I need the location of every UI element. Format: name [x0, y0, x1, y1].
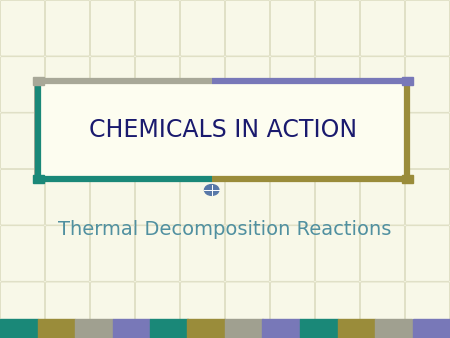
FancyBboxPatch shape: [90, 113, 135, 169]
FancyBboxPatch shape: [225, 169, 270, 225]
FancyBboxPatch shape: [315, 57, 360, 112]
Bar: [300, 319, 338, 338]
FancyBboxPatch shape: [180, 282, 225, 338]
FancyBboxPatch shape: [360, 113, 405, 169]
Bar: [413, 319, 450, 338]
Bar: [37, 319, 75, 338]
Bar: [262, 319, 300, 338]
FancyBboxPatch shape: [180, 169, 225, 225]
FancyBboxPatch shape: [90, 226, 135, 281]
FancyBboxPatch shape: [0, 0, 45, 56]
FancyBboxPatch shape: [270, 57, 315, 112]
FancyBboxPatch shape: [45, 169, 90, 225]
FancyBboxPatch shape: [0, 113, 45, 169]
FancyBboxPatch shape: [270, 0, 315, 56]
FancyBboxPatch shape: [315, 0, 360, 56]
FancyBboxPatch shape: [45, 282, 90, 338]
FancyBboxPatch shape: [45, 226, 90, 281]
FancyBboxPatch shape: [405, 282, 450, 338]
Bar: [33, 175, 44, 183]
Bar: [33, 77, 44, 85]
FancyBboxPatch shape: [405, 226, 450, 281]
FancyBboxPatch shape: [315, 282, 360, 338]
FancyBboxPatch shape: [90, 0, 135, 56]
FancyBboxPatch shape: [90, 169, 135, 225]
FancyBboxPatch shape: [135, 282, 180, 338]
FancyBboxPatch shape: [0, 282, 45, 338]
FancyBboxPatch shape: [270, 282, 315, 338]
FancyBboxPatch shape: [225, 113, 270, 169]
FancyBboxPatch shape: [45, 113, 90, 169]
Bar: [225, 319, 262, 338]
Text: Thermal Decomposition Reactions: Thermal Decomposition Reactions: [58, 220, 392, 239]
FancyBboxPatch shape: [225, 282, 270, 338]
FancyBboxPatch shape: [90, 282, 135, 338]
FancyBboxPatch shape: [180, 226, 225, 281]
FancyBboxPatch shape: [360, 57, 405, 112]
FancyBboxPatch shape: [315, 113, 360, 169]
FancyBboxPatch shape: [0, 226, 45, 281]
Bar: [150, 319, 188, 338]
Text: CHEMICALS IN ACTION: CHEMICALS IN ACTION: [89, 118, 357, 142]
Bar: [34, 83, 403, 181]
FancyBboxPatch shape: [270, 113, 315, 169]
FancyBboxPatch shape: [180, 113, 225, 169]
FancyBboxPatch shape: [225, 57, 270, 112]
FancyBboxPatch shape: [135, 113, 180, 169]
FancyBboxPatch shape: [270, 169, 315, 225]
FancyBboxPatch shape: [45, 57, 90, 112]
FancyBboxPatch shape: [405, 169, 450, 225]
FancyBboxPatch shape: [225, 0, 270, 56]
FancyBboxPatch shape: [180, 0, 225, 56]
FancyBboxPatch shape: [360, 226, 405, 281]
FancyBboxPatch shape: [180, 57, 225, 112]
Bar: [112, 319, 150, 338]
FancyBboxPatch shape: [0, 169, 45, 225]
Bar: [338, 319, 375, 338]
Bar: [375, 319, 413, 338]
Bar: [38, 81, 407, 179]
FancyBboxPatch shape: [405, 57, 450, 112]
FancyBboxPatch shape: [225, 226, 270, 281]
FancyBboxPatch shape: [315, 169, 360, 225]
FancyBboxPatch shape: [360, 0, 405, 56]
FancyBboxPatch shape: [135, 169, 180, 225]
FancyBboxPatch shape: [135, 226, 180, 281]
Bar: [401, 175, 413, 183]
FancyBboxPatch shape: [135, 57, 180, 112]
Bar: [0, 319, 37, 338]
FancyBboxPatch shape: [360, 282, 405, 338]
FancyBboxPatch shape: [405, 113, 450, 169]
Circle shape: [204, 185, 219, 195]
FancyBboxPatch shape: [135, 0, 180, 56]
FancyBboxPatch shape: [45, 0, 90, 56]
FancyBboxPatch shape: [270, 226, 315, 281]
FancyBboxPatch shape: [0, 57, 45, 112]
Bar: [75, 319, 112, 338]
FancyBboxPatch shape: [315, 226, 360, 281]
Bar: [188, 319, 225, 338]
FancyBboxPatch shape: [360, 169, 405, 225]
FancyBboxPatch shape: [405, 0, 450, 56]
Bar: [401, 77, 413, 85]
FancyBboxPatch shape: [90, 57, 135, 112]
